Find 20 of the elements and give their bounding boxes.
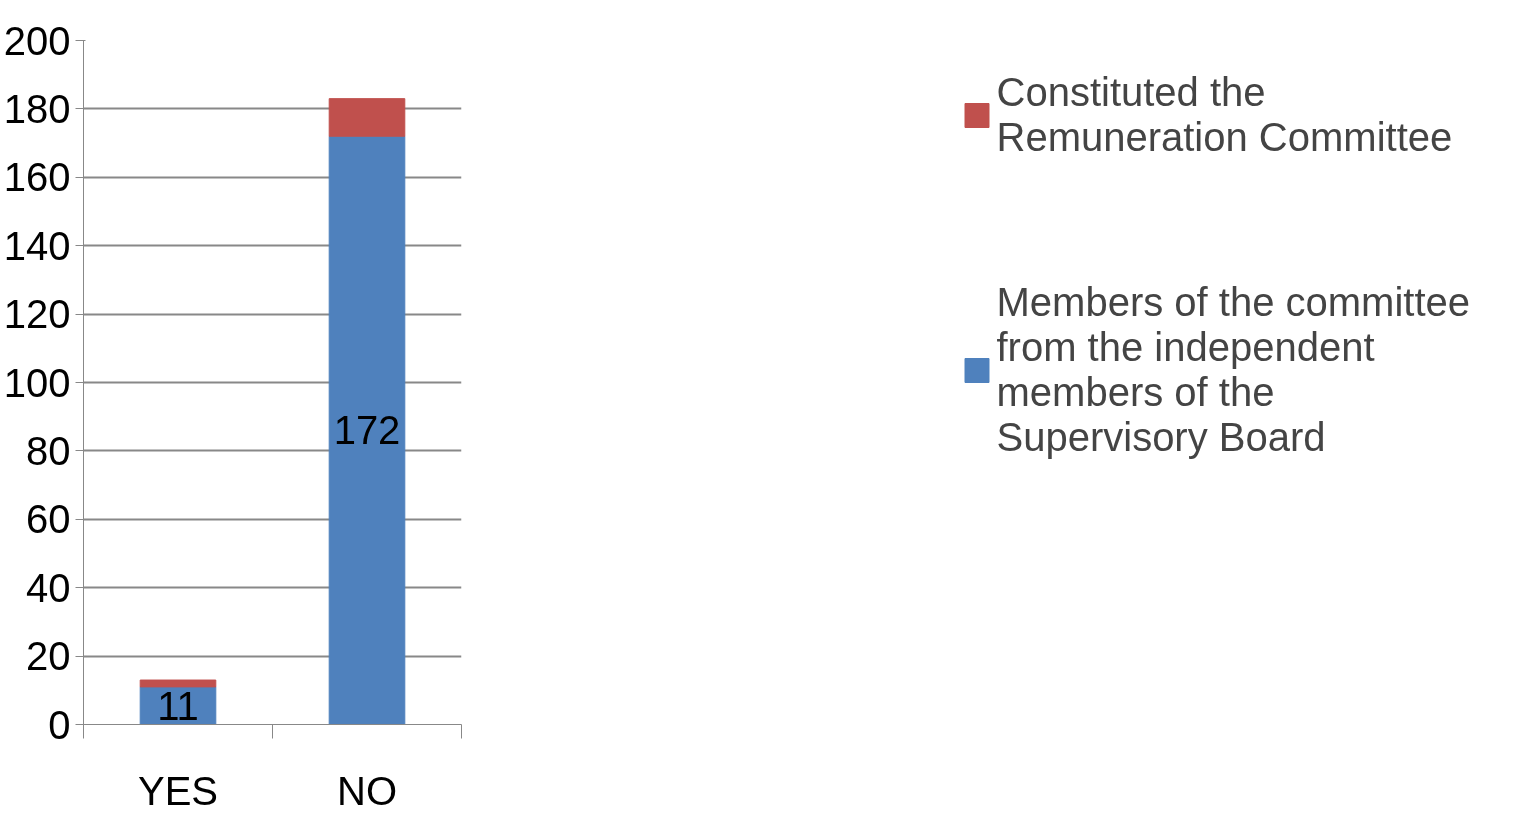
y-tick-label: 100 [3,360,71,405]
y-tick-label: 80 [26,428,71,473]
x-tick-label: YES [137,768,219,813]
y-tick-label: 20 [26,634,71,679]
y-tick-label: 180 [3,86,71,131]
bar [139,679,217,688]
bar [328,135,406,725]
y-tick-label: 120 [3,292,71,337]
y-tick-label: 160 [3,155,71,200]
data-label: 11 [157,683,199,728]
y-tick-label: 60 [26,497,71,542]
x-tick-label: NO [337,768,397,813]
y-tick-label: 140 [3,223,71,268]
legend-label: Constituted the Remuneration Committee [996,70,1453,160]
y-tick-label: 40 [26,565,71,610]
y-tick-label: 200 [3,18,71,63]
data-label: 172 [333,408,401,453]
bar [328,98,406,137]
y-tick-label: 0 [48,702,71,747]
legend-label: Members of the committee from the independent members of the Supervisory Board [996,280,1470,460]
